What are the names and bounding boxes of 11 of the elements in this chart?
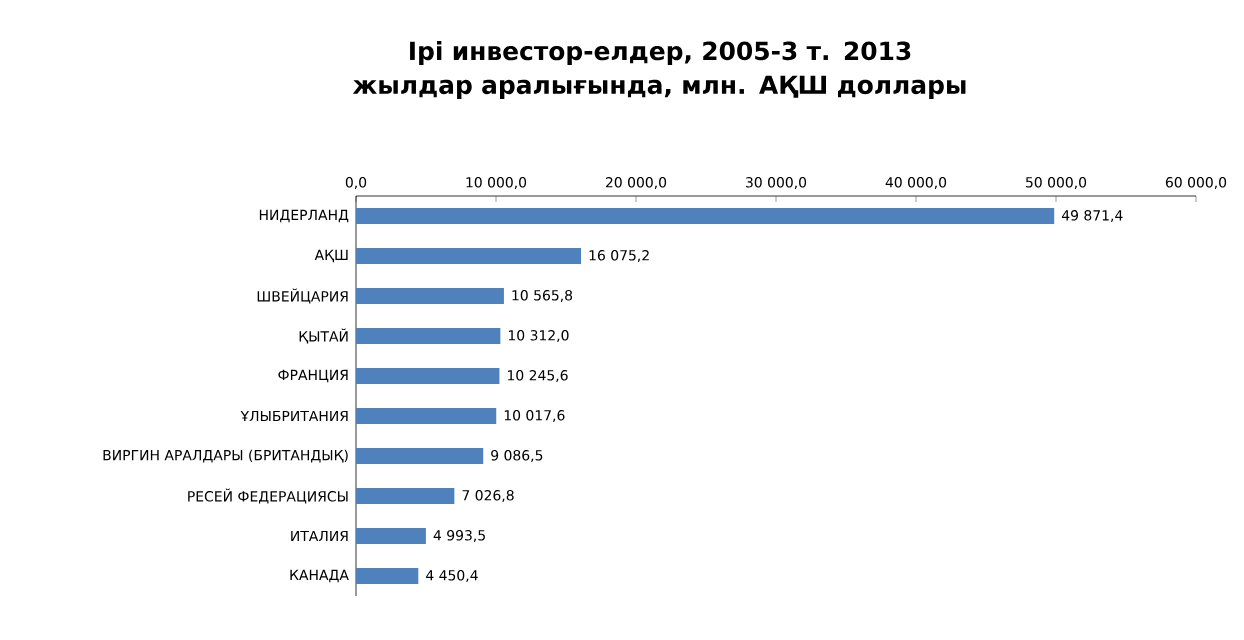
bar <box>356 448 484 465</box>
bar <box>356 288 504 305</box>
bar <box>356 368 500 385</box>
bar <box>356 408 497 425</box>
bar <box>356 328 501 345</box>
bar <box>356 208 1055 225</box>
bar <box>356 568 419 585</box>
chart-title: Ірі инвестор-елдер, 2005-3 т. 2013 жылдар аралығында, млн. АҚШ доллары <box>352 40 966 99</box>
bar <box>356 248 582 265</box>
bar <box>356 488 455 505</box>
bar <box>356 528 426 545</box>
